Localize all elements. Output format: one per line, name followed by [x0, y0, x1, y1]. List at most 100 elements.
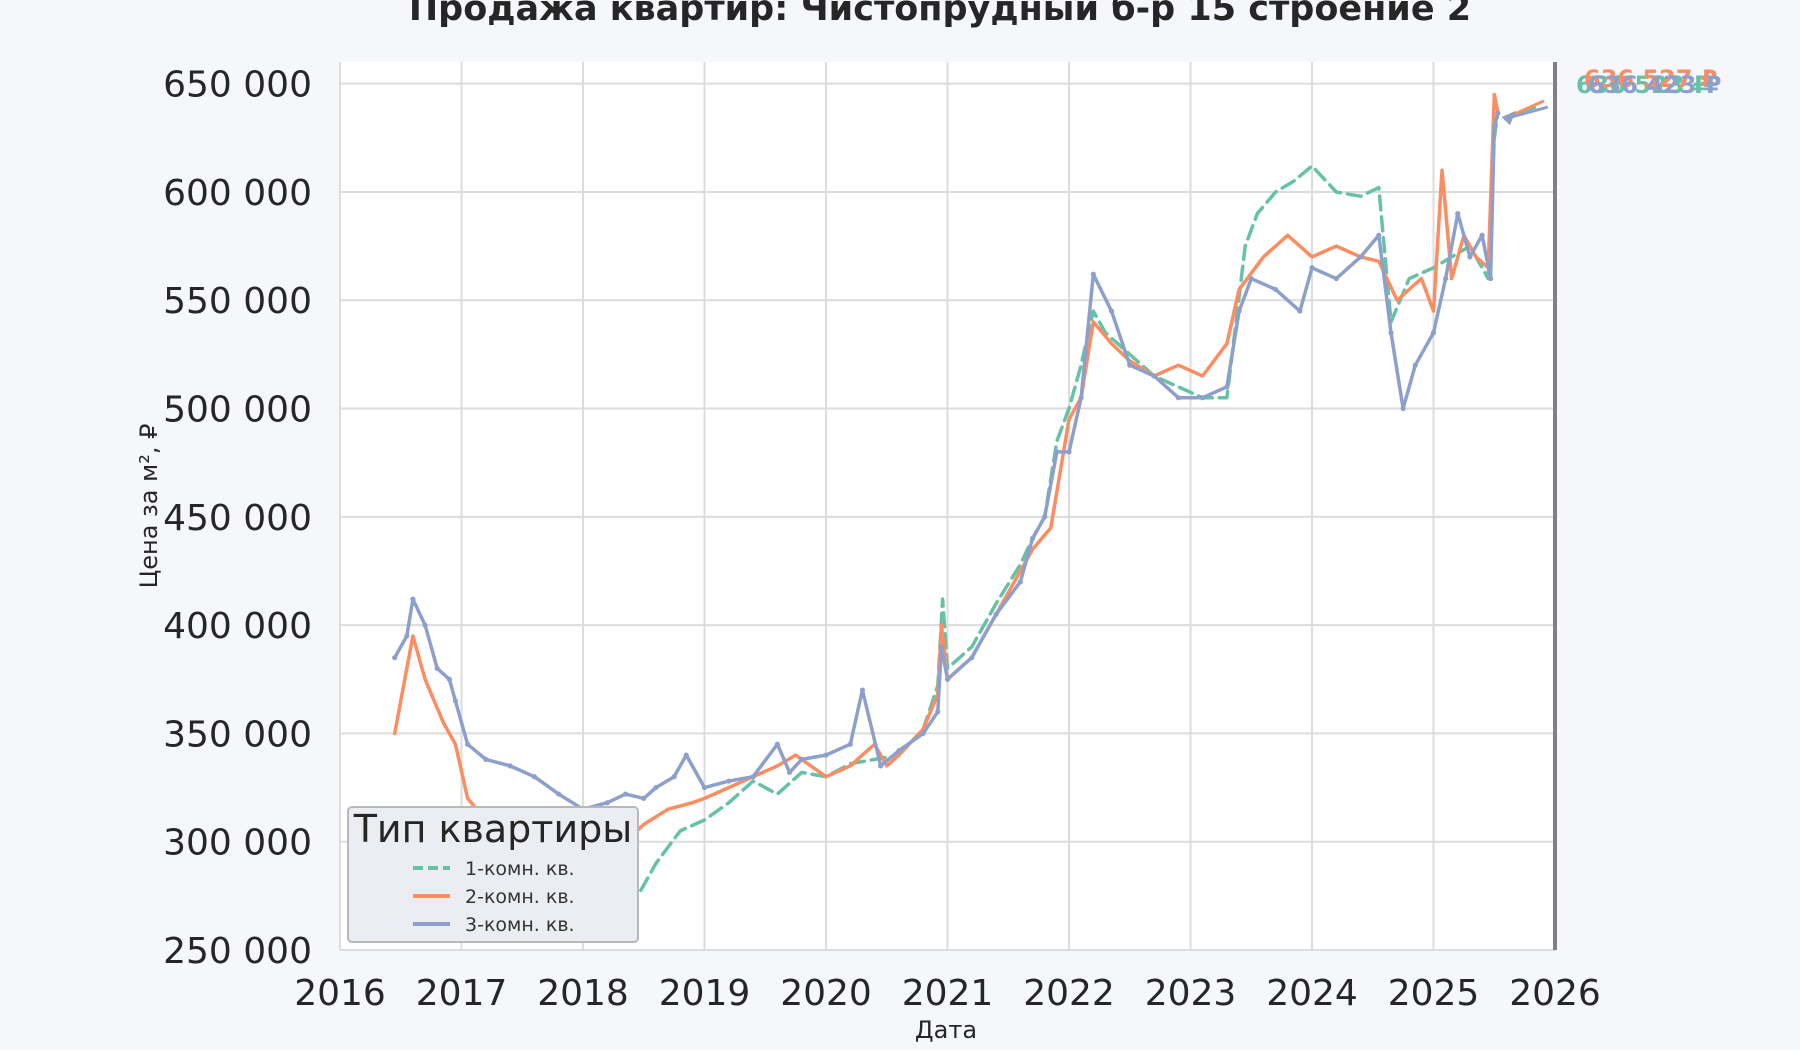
series-3-point: [1151, 373, 1157, 379]
series-3-point: [641, 795, 647, 801]
series-3-point: [701, 784, 708, 791]
x-tick-label: 2023: [1145, 973, 1237, 1014]
series-3-point: [993, 611, 999, 617]
y-tick-label: 350 000: [163, 714, 312, 755]
series-3-point: [1200, 395, 1206, 401]
x-tick-label: 2019: [659, 973, 751, 1014]
legend-label-1: 1-комн. кв.: [465, 858, 575, 880]
series-3-point: [726, 778, 732, 784]
series-3-point: [1479, 232, 1485, 238]
x-tick-label: 2024: [1266, 973, 1358, 1014]
y-axis-title: Цена за м², ₽: [135, 424, 163, 589]
series-3-point: [823, 752, 829, 758]
y-tick-label: 550 000: [163, 281, 312, 322]
x-tick-label: 2025: [1388, 973, 1480, 1014]
legend-title: Тип квартиры: [353, 807, 633, 851]
series-3-point: [799, 756, 805, 763]
y-tick-label: 600 000: [163, 173, 312, 214]
y-tick-label: 250 000: [163, 931, 312, 972]
series-3-point: [422, 622, 428, 628]
y-tick-label: 450 000: [163, 498, 312, 539]
series-3-point: [1333, 275, 1339, 282]
legend: Тип квартиры 1-комн. кв. 2-комн. кв. 3-ком…: [347, 806, 639, 943]
series-3-point: [683, 752, 689, 758]
y-tick-label: 400 000: [163, 606, 312, 647]
series-3-point: [604, 800, 610, 806]
x-tick-label: 2018: [537, 973, 629, 1014]
x-tick-label: 2026: [1509, 973, 1601, 1014]
series-3-point: [556, 791, 562, 797]
series-line-3: [392, 111, 1500, 811]
end-label-arrowhead: [1501, 111, 1516, 126]
series-3-point: [944, 676, 951, 682]
series-3-point: [847, 741, 853, 747]
series-3-point: [1054, 449, 1060, 455]
x-tick-label: 2016: [294, 973, 386, 1014]
series-3-point: [1309, 265, 1315, 271]
series-3-point: [464, 741, 471, 747]
series-3-point: [920, 730, 926, 737]
series-3-point: [1090, 271, 1096, 277]
series-3-point: [774, 741, 781, 747]
series-3-point: [434, 665, 440, 672]
series-3-point: [653, 784, 659, 791]
series-3-point: [1066, 449, 1072, 455]
series-3-point: [1297, 308, 1303, 314]
x-axis-title: Дата: [915, 1016, 977, 1044]
series-3-point: [1078, 395, 1084, 401]
x-tick-label: 2022: [1023, 973, 1115, 1014]
series-3-point: [750, 774, 756, 780]
x-tick-label: 2020: [780, 973, 872, 1014]
legend-items: 1-комн. кв. 2-комн. кв. 3-комн. кв.: [413, 858, 575, 936]
series-3-point: [671, 774, 677, 780]
series-3-point: [1376, 232, 1382, 238]
series-3-point: [1127, 362, 1133, 368]
series-3-point: [452, 698, 459, 704]
grid-layer: [339, 62, 1557, 951]
series-3-point: [410, 596, 416, 602]
series-3-point: [622, 791, 629, 797]
annotation-layer: 636 523 ₽636 527 ₽636 423 ₽: [1501, 65, 1722, 126]
chart-title: Продажа квартир: Чистопрудный б-р 15 стр…: [409, 0, 1471, 29]
end-value-label: 636 423 ₽: [1588, 71, 1722, 99]
series-3-point: [935, 709, 941, 715]
series-3-point: [1358, 254, 1364, 260]
series-3-point: [1430, 330, 1437, 336]
series-3-point: [1455, 211, 1461, 217]
series-3-point: [1029, 535, 1036, 542]
series-3-point: [1236, 308, 1242, 314]
end-value-label: 636 527 ₽: [1584, 65, 1718, 93]
series-3-point: [1175, 395, 1181, 401]
legend-box: [347, 806, 639, 943]
series-3-point: [507, 763, 513, 769]
series-3-point: [404, 633, 410, 639]
series-3-point: [1108, 308, 1115, 314]
series-3-point: [392, 655, 398, 661]
series-3-point: [446, 676, 452, 682]
legend-label-3: 3-комн. кв.: [465, 914, 575, 936]
series-3-point: [859, 687, 866, 693]
series-3-point: [1017, 579, 1024, 585]
series-3-point: [938, 644, 945, 650]
series-3-point: [786, 769, 793, 776]
x-tick-label: 2021: [902, 973, 994, 1014]
x-tick-label: 2017: [416, 973, 508, 1014]
series-3-point: [1412, 362, 1418, 368]
series-3-point: [1388, 330, 1394, 336]
series-3-point: [531, 774, 538, 780]
series-3-point: [1224, 384, 1230, 390]
series-3-point: [1248, 275, 1254, 282]
y-tick-label: 650 000: [163, 65, 312, 106]
series-3-point: [1272, 286, 1279, 293]
series-3-point: [1491, 124, 1497, 130]
legend-label-2: 2-комн. кв.: [465, 886, 575, 908]
tick-layer: 2016 2017 2018 2019 2020 2021 2022 2023 2024 2025…: [163, 65, 1601, 1014]
series-3-point: [1467, 254, 1473, 260]
series-3-point: [878, 763, 884, 769]
series-3-point: [1495, 110, 1501, 116]
series-3-point: [1400, 405, 1406, 412]
y-tick-label: 500 000: [163, 390, 312, 431]
end-value-label: 636 523 ₽: [1576, 71, 1710, 99]
